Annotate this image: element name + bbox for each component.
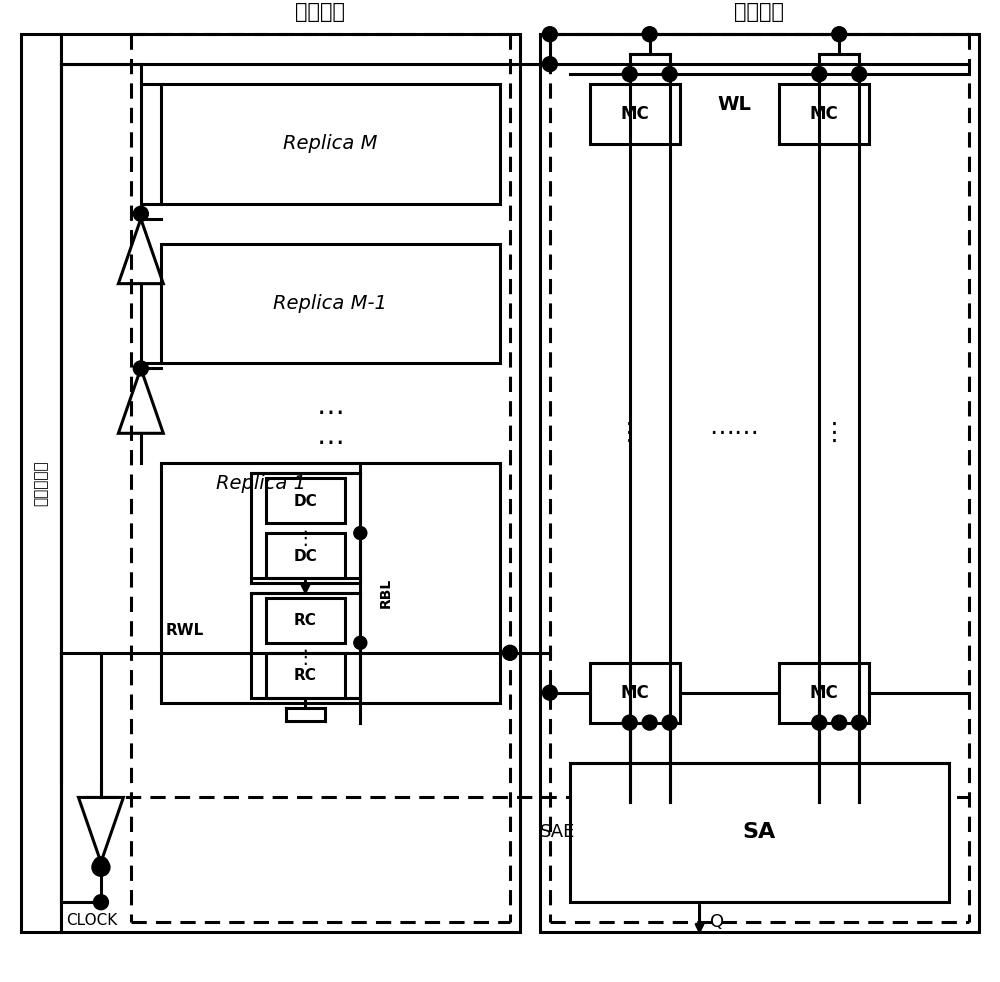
Text: ⋮: ⋮	[822, 421, 847, 445]
Circle shape	[93, 895, 108, 909]
Bar	[590, 663, 680, 723]
Text: RWL: RWL	[166, 623, 204, 637]
Text: DC: DC	[294, 549, 317, 564]
Text: SAE: SAE	[540, 823, 575, 842]
Text: Replica M: Replica M	[283, 135, 378, 153]
Bar	[590, 84, 680, 144]
Circle shape	[502, 645, 517, 660]
Text: Replica M-1: Replica M-1	[273, 294, 387, 313]
Circle shape	[622, 715, 637, 730]
Bar	[779, 663, 869, 723]
Circle shape	[852, 715, 867, 730]
Text: WL: WL	[718, 94, 751, 114]
Circle shape	[92, 858, 110, 876]
Bar	[251, 593, 360, 697]
Circle shape	[832, 715, 847, 730]
Text: MC: MC	[620, 105, 649, 123]
Bar	[266, 533, 345, 578]
Circle shape	[133, 361, 148, 376]
Text: ⋮: ⋮	[296, 648, 315, 667]
Text: ⋮: ⋮	[296, 528, 315, 548]
Circle shape	[542, 685, 557, 700]
Circle shape	[832, 27, 847, 41]
Text: ⋯: ⋯	[317, 429, 344, 458]
Text: DC: DC	[294, 494, 317, 509]
Text: MC: MC	[810, 683, 839, 702]
Circle shape	[852, 67, 867, 82]
Circle shape	[354, 636, 367, 649]
Text: RC: RC	[294, 668, 317, 683]
Circle shape	[133, 206, 148, 221]
Text: ⋯⋯: ⋯⋯	[709, 421, 759, 445]
Text: CLOCK: CLOCK	[66, 912, 117, 928]
Circle shape	[812, 715, 827, 730]
Text: 时序复制: 时序复制	[295, 2, 345, 23]
Circle shape	[354, 526, 367, 539]
Circle shape	[642, 27, 657, 41]
Bar	[779, 84, 869, 144]
Circle shape	[662, 715, 677, 730]
Circle shape	[642, 715, 657, 730]
Circle shape	[622, 67, 637, 82]
Text: MC: MC	[810, 105, 839, 123]
Circle shape	[662, 67, 677, 82]
Bar	[161, 84, 500, 204]
Text: 控制和译码: 控制和译码	[34, 461, 49, 506]
Bar	[61, 34, 520, 932]
Bar	[161, 244, 500, 363]
Text: Q: Q	[710, 913, 724, 931]
Bar	[266, 598, 345, 643]
Text: RC: RC	[294, 614, 317, 628]
Text: 存储阵列: 存储阵列	[734, 2, 784, 23]
Circle shape	[542, 27, 557, 41]
Bar	[570, 762, 949, 902]
Bar	[251, 473, 360, 583]
Bar	[21, 34, 61, 932]
Circle shape	[93, 856, 108, 872]
Text: ⋮: ⋮	[617, 421, 642, 445]
Bar	[540, 34, 979, 932]
Circle shape	[542, 57, 557, 72]
Bar	[266, 653, 345, 697]
Text: SA: SA	[743, 822, 776, 843]
Circle shape	[812, 67, 827, 82]
Bar	[266, 478, 345, 523]
Bar	[161, 464, 500, 703]
Text: Replica 1: Replica 1	[216, 473, 306, 493]
Text: MC: MC	[620, 683, 649, 702]
Text: RBL: RBL	[378, 577, 392, 608]
Text: ⋯: ⋯	[317, 400, 344, 427]
